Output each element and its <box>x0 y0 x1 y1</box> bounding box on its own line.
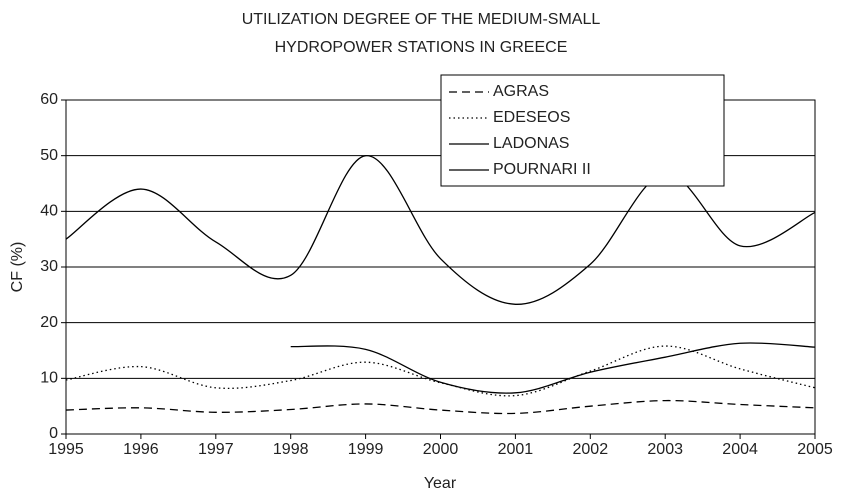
x-tick-label: 2000 <box>423 441 459 458</box>
x-tick-label: 1996 <box>123 441 159 458</box>
x-tick-label: 2005 <box>797 441 833 458</box>
chart-title: HYDROPOWER STATIONS IN GREECE <box>275 39 568 56</box>
x-axis-label: Year <box>424 475 457 492</box>
legend-label: EDESEOS <box>493 109 570 126</box>
x-tick-label: 2002 <box>573 441 609 458</box>
x-tick-label: 2003 <box>647 441 683 458</box>
y-tick-label: 60 <box>40 91 58 108</box>
y-tick-label: 0 <box>49 425 58 442</box>
series-line <box>65 399 816 415</box>
x-tick-label: 1999 <box>348 441 384 458</box>
x-tick-label: 2004 <box>722 441 758 458</box>
legend-label: LADONAS <box>493 135 569 152</box>
series-line <box>290 342 816 394</box>
legend-box <box>440 74 725 187</box>
x-tick-label: 1995 <box>48 441 84 458</box>
y-axis-label: CF (%) <box>9 242 26 293</box>
series-line <box>65 345 816 397</box>
legend-label: AGRAS <box>493 83 549 100</box>
y-tick-label: 50 <box>40 147 58 164</box>
y-tick-label: 20 <box>40 314 58 331</box>
chart-title: UTILIZATION DEGREE OF THE MEDIUM-SMALL <box>242 11 601 28</box>
y-tick-label: 30 <box>40 258 58 275</box>
y-tick-label: 10 <box>40 370 58 387</box>
x-tick-label: 1997 <box>198 441 234 458</box>
legend-label: POURNARI II <box>493 161 591 178</box>
x-tick-label: 2001 <box>498 441 534 458</box>
x-tick-label: 1998 <box>273 441 309 458</box>
y-tick-label: 40 <box>40 203 58 220</box>
